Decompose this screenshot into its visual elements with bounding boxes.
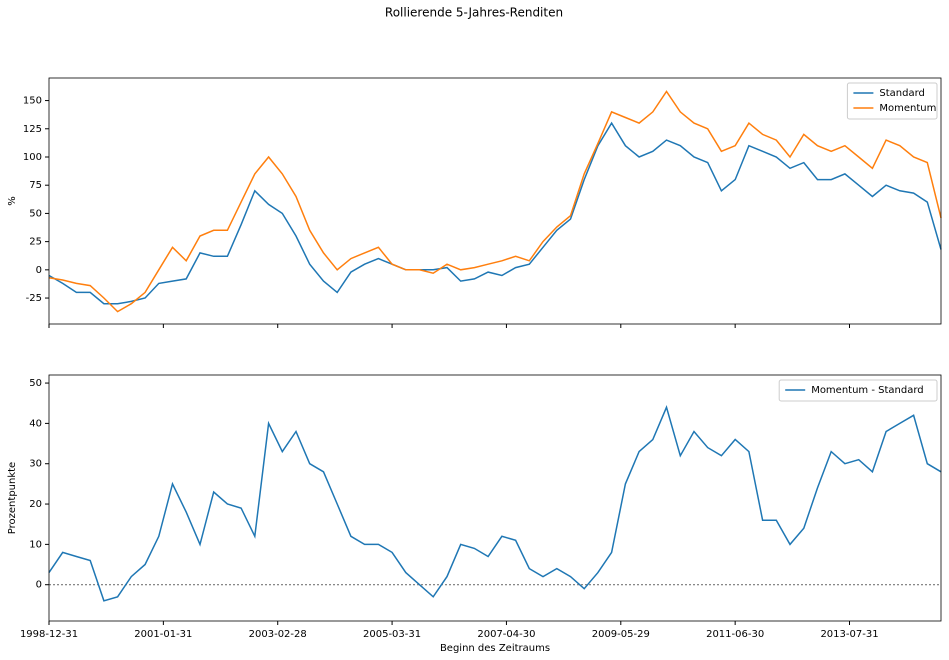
y-axis-label: Prozentpunkte (7, 462, 18, 534)
y-tick-label: 150 (23, 96, 42, 107)
line-series (48, 90, 942, 313)
plot-frame (48, 77, 942, 325)
x-tick-label: 1998-12-31 (20, 629, 78, 640)
y-tick-label: 10 (29, 539, 42, 550)
legend-label: Momentum - Standard (811, 385, 923, 396)
x-tick-label: 2003-02-28 (249, 629, 307, 640)
y-tick-label: 20 (29, 499, 42, 510)
legend-box (846, 82, 938, 120)
x-tick-label: 2013-07-31 (820, 629, 878, 640)
y-tick-label: 50 (29, 378, 42, 389)
y-tick-label: 50 (29, 208, 42, 219)
y-tick-label: 100 (23, 152, 42, 163)
x-tick-label: 2005-03-31 (363, 629, 421, 640)
y-tick-label: 0 (36, 580, 42, 591)
line-series (48, 405, 942, 602)
y-tick-label: 40 (29, 418, 42, 429)
y-tick-label: 25 (29, 237, 42, 248)
plot-frame (48, 374, 942, 622)
legend-label: Standard (879, 88, 925, 99)
figure-title: Rollierende 5-Jahres-Renditen (385, 6, 563, 20)
x-tick-label: 2011-06-30 (706, 629, 764, 640)
y-tick-label: 0 (36, 265, 42, 276)
y-tick-label: -25 (26, 293, 42, 304)
x-axis-label: Beginn des Zeitraums (440, 643, 550, 654)
legend-box (778, 379, 938, 402)
x-tick-label: 2001-01-31 (134, 629, 192, 640)
y-tick-label: 30 (29, 459, 42, 470)
y-axis-label: % (7, 196, 18, 206)
x-tick-label: 2007-04-30 (477, 629, 535, 640)
y-tick-label: 125 (23, 124, 42, 135)
line-series (48, 121, 942, 305)
legend-label: Momentum (879, 103, 936, 114)
x-tick-label: 2009-05-29 (592, 629, 650, 640)
y-tick-label: 75 (29, 180, 42, 191)
